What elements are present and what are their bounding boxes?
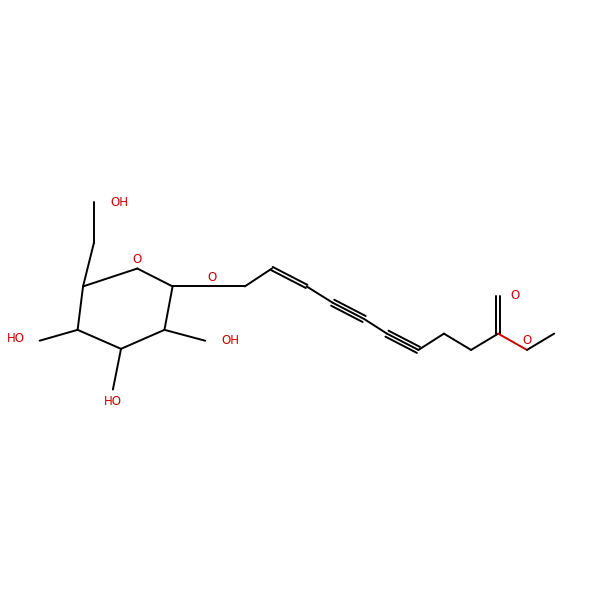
Text: O: O [510,289,520,302]
Text: HO: HO [104,395,122,408]
Text: OH: OH [110,196,128,209]
Text: O: O [133,253,142,266]
Text: O: O [523,334,532,347]
Text: O: O [208,271,217,284]
Text: HO: HO [7,332,25,345]
Text: OH: OH [221,334,239,347]
